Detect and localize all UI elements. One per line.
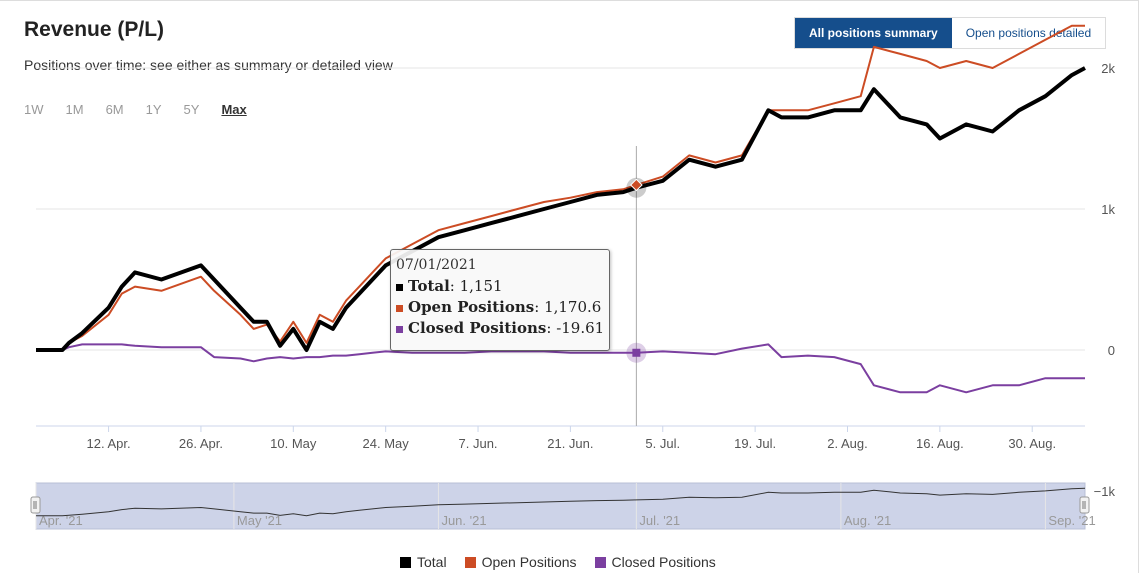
legend-closed-label: Closed Positions (611, 554, 716, 570)
legend-open-swatch-icon (464, 556, 476, 568)
tooltip-closed-label: Closed Positions (408, 319, 547, 337)
x-tick-label: 24. May (363, 436, 410, 451)
legend-item-closed[interactable]: Closed Positions (594, 554, 716, 570)
series-line-open-positions (36, 24, 1085, 351)
legend-open-label: Open Positions (481, 554, 577, 570)
range-selector: 1W 1M 6M 1Y 5Y Max (24, 102, 269, 117)
tooltip-open-label: Open Positions (408, 298, 535, 316)
legend-total-label: Total (417, 554, 447, 570)
hover-marker-closed (632, 348, 641, 357)
crosshair (626, 146, 647, 426)
x-tick-label: 7. Jun. (459, 436, 498, 451)
legend-closed-swatch-icon (594, 556, 606, 568)
data-tooltip: 07/01/2021 Total: 1,151 Open Positions: … (390, 249, 610, 351)
tooltip-total-label: Total (408, 277, 450, 295)
open-square-icon (396, 304, 403, 312)
tooltip-date: 07/01/2021 (396, 257, 477, 273)
x-tick-label: 2. Aug. (827, 436, 867, 451)
chart-series (36, 24, 1086, 394)
navigator-tick-label: May '21 (237, 513, 282, 528)
y-tick-label: 2k (1101, 61, 1115, 76)
chart-subtitle: Positions over time: see either as summa… (24, 57, 393, 73)
navigator-tick-label: Sep. '21 (1048, 513, 1095, 528)
detailed-view-button[interactable]: Open positions detailed (951, 18, 1106, 48)
navigator-mask (35, 482, 1086, 530)
hover-marker-open (630, 178, 643, 192)
tooltip-open-value: 1,170.6 (544, 298, 602, 316)
range-max-button[interactable]: Max (221, 102, 247, 117)
x-tick-label: 19. Jul. (734, 436, 776, 451)
legend-total-swatch-icon (400, 556, 411, 568)
summary-view-button[interactable]: All positions summary (795, 18, 952, 48)
series-line-closed-positions (36, 343, 1085, 394)
range-1y-button[interactable]: 1Y (145, 102, 162, 117)
navigator-series-line (36, 487, 1086, 517)
total-square-icon (396, 283, 403, 291)
chart-legend: Total Open Positions Closed Positions (400, 554, 734, 570)
navigator: Apr. '21 May '21 Jun. '21 Jul. '21 Aug. '21 S… (30, 482, 1096, 530)
navigator-tick-label: Jul. '21 (639, 513, 680, 528)
tooltip-total-value: 1,151 (459, 277, 503, 295)
tooltip-row-total: Total: 1,151 (396, 277, 609, 295)
range-5y-button[interactable]: 5Y (183, 102, 200, 117)
chart-title: Revenue (P/L) (24, 18, 165, 41)
x-tick-label: 12. Apr. (87, 436, 131, 451)
y-axis-ticks: 2k 1k 0 −1k (1094, 61, 1116, 499)
navigator-tick-label: Jun. '21 (441, 513, 486, 528)
range-1m-button[interactable]: 1M (65, 102, 84, 117)
x-tick-label: 10. May (270, 436, 317, 451)
tooltip-row-closed: Closed Positions: -19.61 (396, 319, 609, 337)
y-tick-label: 0 (1108, 343, 1115, 358)
navigator-tick-label: Apr. '21 (39, 513, 83, 528)
legend-item-open[interactable]: Open Positions (464, 554, 577, 570)
y-tick-label: −1k (1094, 484, 1116, 499)
closed-square-icon (396, 325, 403, 333)
x-axis-ticks: 12. Apr. 26. Apr. 10. May 24. May 7. Jun. 21.… (87, 426, 1056, 451)
navigator-tick-label: Aug. '21 (844, 513, 891, 528)
range-1w-button[interactable]: 1W (24, 102, 44, 117)
x-tick-label: 26. Apr. (179, 436, 223, 451)
x-tick-label: 21. Jun. (547, 436, 593, 451)
y-tick-label: 1k (1101, 202, 1115, 217)
x-tick-label: 16. Aug. (916, 436, 964, 451)
view-toggle: All positions summary Open positions det… (794, 17, 1107, 49)
legend-item-total[interactable]: Total (400, 554, 447, 570)
x-tick-label: 5. Jul. (645, 436, 680, 451)
x-tick-label: 30. Aug. (1008, 436, 1056, 451)
series-line-total (36, 66, 1086, 352)
tooltip-closed-value: -19.61 (556, 319, 605, 337)
range-6m-button[interactable]: 6M (105, 102, 124, 117)
tooltip-row-open: Open Positions: 1,170.6 (396, 298, 609, 316)
